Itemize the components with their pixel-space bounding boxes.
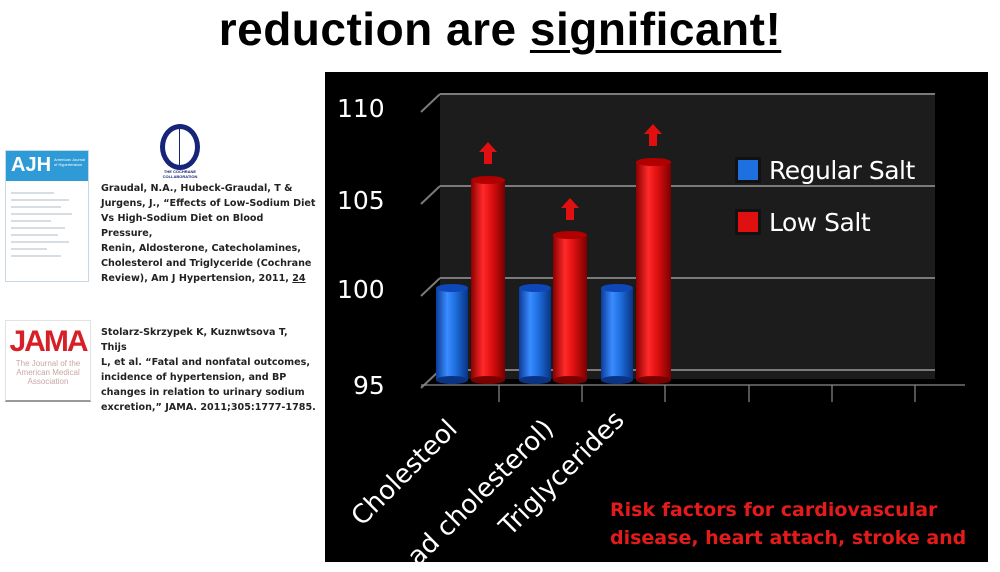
bar-group-triglycerides — [601, 124, 671, 384]
up-arrow-icon — [479, 142, 497, 164]
jama-wordmark: JAMA — [9, 325, 88, 358]
legend-label: Low Salt — [769, 207, 871, 237]
citation-text: Review), Am J Hypertension, 2011, — [101, 273, 293, 284]
chart-plot — [420, 93, 965, 402]
citation-line: Stolarz-Skrzypek K, Kuznwtsova T, Thijs — [101, 327, 288, 353]
legend-swatch-red — [735, 209, 761, 235]
chart-legend: Regular Salt Low Salt — [735, 144, 915, 248]
up-arrow-icon — [644, 124, 662, 146]
jama-logo: JAMA The Journal of the American Medical… — [5, 320, 91, 402]
up-arrow-icon — [561, 198, 579, 220]
ajh-logo: AJH — [11, 154, 52, 176]
reference-1-citation: Graudal, N.A., Hubeck-Graudal, T & Jurge… — [101, 181, 316, 286]
legend-item-low-salt: Low Salt — [735, 196, 915, 248]
citation-line: Renin, Aldosterone, Catecholamines, — [101, 243, 301, 254]
cochrane-label: THE COCHRANE COLLABORATION — [162, 169, 198, 179]
risk-factors-note: Risk factors for cardiovascular disease,… — [610, 496, 970, 552]
title-prefix: reduction are — [218, 3, 530, 55]
ajh-subtitle: American Journal of Hypertension — [54, 157, 86, 167]
citation-volume: 24 — [292, 273, 306, 284]
x-axis — [421, 384, 965, 402]
cochrane-logo: THE COCHRANE COLLABORATION — [152, 122, 208, 182]
ajh-journal-cover: AJH American Journal of Hypertension — [5, 150, 89, 282]
cover-text-lines — [6, 181, 88, 268]
citation-line: Vs High-Sodium Diet on Blood Pressure, — [101, 213, 264, 239]
legend-label: Regular Salt — [769, 155, 915, 185]
cochrane-ring-icon — [160, 124, 200, 170]
note-line: disease, heart attach, stroke and — [610, 527, 967, 549]
citation-line: excretion,” JAMA. 2011;305:1777-1785. — [101, 402, 316, 413]
citation-line: Graudal, N.A., Hubeck-Graudal, T & — [101, 183, 293, 194]
legend-item-regular-salt: Regular Salt — [735, 144, 915, 196]
citation-line: changes in relation to urinary sodium — [101, 387, 305, 398]
citation-line: incidence of hypertension, and BP — [101, 372, 287, 383]
citation-line: Jurgens, J., “Effects of Low-Sodium Diet — [101, 198, 316, 209]
bar-group-bad-cholesterol — [519, 198, 587, 384]
slide-title: reduction are significant! — [0, 2, 1000, 56]
y-tick-100: 100 — [337, 275, 385, 304]
y-tick-95: 95 — [353, 371, 385, 400]
note-line: Risk factors for cardiovascular — [610, 499, 938, 521]
y-tick-110: 110 — [337, 94, 385, 123]
citation-line: Review), Am J Hypertension, 2011, 24 — [101, 271, 316, 286]
bar-chart: 110 105 100 95 Regular Salt Low Salt Cho… — [325, 72, 988, 572]
y-tick-105: 105 — [337, 186, 385, 215]
bar-group-cholesterol — [436, 142, 505, 384]
citation-line: Cholesterol and Triglyceride (Cochrane — [101, 258, 312, 269]
legend-swatch-blue — [735, 157, 761, 183]
citation-line: L, et al. “Fatal and nonfatal outcomes, — [101, 357, 310, 368]
reference-2-citation: Stolarz-Skrzypek K, Kuznwtsova T, Thijs … — [101, 325, 316, 415]
jama-subtitle: The Journal of the American Medical Asso… — [15, 359, 81, 386]
title-emphasis: significant! — [529, 3, 782, 55]
